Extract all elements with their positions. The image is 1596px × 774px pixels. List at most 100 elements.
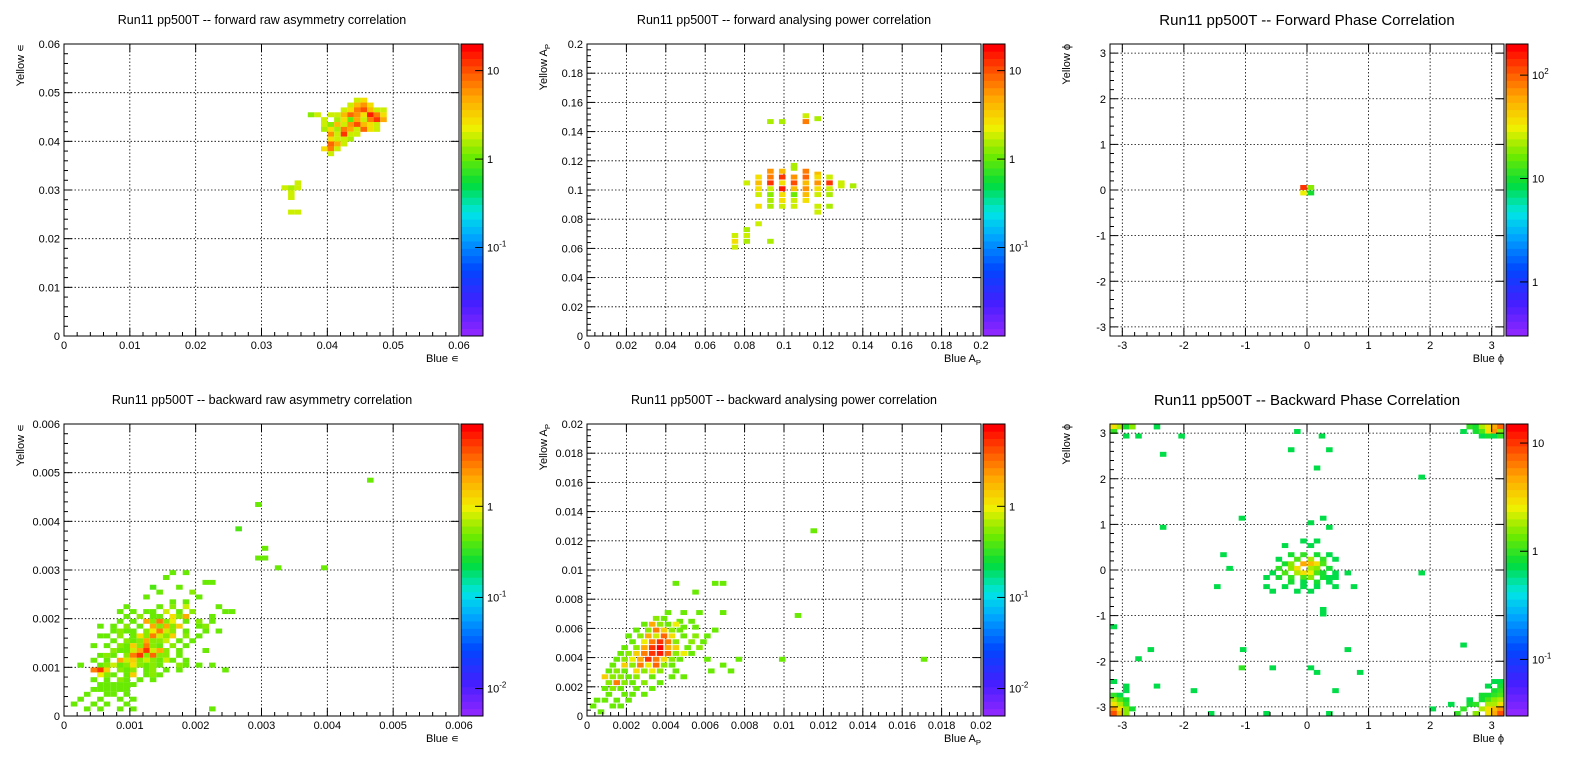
heatmap-cell: [130, 682, 137, 688]
colorbar-band: [983, 518, 1005, 527]
x-tick-label: 0.04: [317, 340, 338, 352]
heatmap-cell: [209, 706, 216, 712]
chart-panel: 0 0.02 0.04 0.06 0.08 0.1 0.12 0.14 0.16 0.18 0.2 0…: [538, 13, 1029, 367]
heatmap-cell: [672, 645, 680, 651]
colorbar-band: [983, 190, 1005, 198]
colorbar-tick-label: 10-2: [487, 681, 507, 696]
heatmap-cell: [360, 117, 368, 123]
heatmap-cell: [1281, 561, 1289, 567]
heatmap-cell: [1447, 701, 1455, 707]
heatmap-cell: [320, 146, 328, 152]
colorbar-band: [1506, 263, 1528, 271]
heatmap-cell: [130, 628, 137, 634]
heatmap-cell: [320, 122, 328, 127]
heatmap-cell: [367, 102, 374, 108]
heatmap-cell: [123, 691, 131, 697]
colorbar-band: [983, 621, 1005, 629]
heatmap-cell: [1307, 565, 1315, 571]
y-tick-label: 0.005: [32, 468, 60, 480]
heatmap-cell: [802, 180, 810, 186]
colorbar-band: [983, 628, 1005, 637]
colorbar-band: [983, 299, 1005, 308]
heatmap-cell: [143, 672, 150, 678]
heatmap-cell: [380, 117, 387, 123]
y-tick-label: 0.02: [562, 419, 583, 431]
y-tick-label: 0.12: [562, 156, 583, 168]
colorbar-band: [461, 109, 483, 118]
heatmap-cell: [1484, 683, 1492, 689]
colorbar-band: [461, 284, 483, 293]
heatmap-cell: [648, 650, 656, 656]
heatmap-cell: [347, 136, 354, 142]
heatmap-cell: [778, 119, 786, 125]
heatmap-cell: [123, 672, 131, 678]
heatmap-cell: [97, 662, 104, 668]
heatmap-cell: [621, 668, 628, 674]
x-tick-label: 2: [1427, 720, 1433, 732]
y-axis-label: Yellow ∊: [15, 44, 27, 86]
colorbar-band: [1506, 475, 1528, 483]
heatmap-cell: [1491, 679, 1498, 684]
heatmap-cell: [814, 192, 821, 198]
heatmap-cell: [103, 657, 111, 663]
colorbar-band: [1506, 686, 1528, 695]
chart-panel: 0 0.001 0.002 0.003 0.004 0.005 0.006 0 0.001 0.0…: [15, 393, 507, 745]
colorbar-tick-label: 10: [1009, 66, 1021, 78]
heatmap-cell: [103, 682, 111, 688]
y-axis-label: Yellow ϕ: [1061, 424, 1073, 465]
colorbar-band: [983, 570, 1005, 578]
colorbar-band: [983, 599, 1005, 607]
heatmap-cell: [1300, 184, 1307, 190]
heatmap-cell: [143, 648, 150, 653]
heatmap-cell: [202, 623, 210, 629]
heatmap-cell: [696, 645, 703, 651]
heatmap-cell: [767, 119, 774, 125]
colorbar-band: [1506, 197, 1528, 205]
heatmap-cell: [97, 633, 104, 639]
heatmap-cell: [668, 633, 676, 639]
heatmap-cell: [294, 180, 302, 186]
heatmap-cell: [1326, 579, 1333, 585]
heatmap-cell: [1190, 688, 1198, 694]
heatmap-cell: [110, 623, 117, 629]
colorbar-frame: [1505, 43, 1529, 337]
colorbar-band: [461, 51, 483, 59]
colorbar-band: [983, 248, 1005, 257]
colorbar-band: [983, 109, 1005, 118]
heatmap-cell: [814, 203, 821, 209]
x-tick-label: 0.02: [970, 720, 991, 732]
heatmap-cell: [641, 639, 648, 645]
heatmap-cell: [755, 180, 762, 186]
heatmap-cell: [648, 639, 656, 645]
colorbar-band: [983, 701, 1005, 710]
colorbar-band: [983, 664, 1005, 673]
heatmap-cell: [711, 627, 719, 633]
x-tick-label: 0.04: [655, 340, 676, 352]
heatmap-cell: [169, 618, 177, 624]
colorbar-band: [461, 87, 483, 96]
heatmap-cell: [353, 112, 361, 118]
heatmap-cell: [327, 141, 335, 147]
heatmap-cell: [601, 697, 609, 703]
heatmap-cell: [288, 209, 295, 215]
colorbar-band: [983, 679, 1005, 688]
heatmap-cell: [660, 656, 668, 662]
heatmap-cell: [380, 107, 387, 113]
heatmap-cell: [143, 652, 150, 658]
colorbar-band: [461, 708, 483, 717]
heatmap-cell: [1466, 424, 1474, 430]
colorbar-band: [983, 453, 1005, 461]
heatmap-cell: [149, 628, 157, 634]
colorbar-band: [461, 270, 483, 278]
colorbar-band: [461, 613, 483, 622]
heatmap-cell: [1275, 575, 1283, 580]
heatmap-cell: [360, 97, 368, 103]
heatmap-cell: [621, 691, 628, 697]
heatmap-cell: [149, 613, 157, 619]
heatmap-cell: [1110, 697, 1118, 703]
y-tick-label: 0.001: [32, 662, 60, 674]
colorbar-band: [1506, 182, 1528, 191]
colorbar-band: [461, 533, 483, 542]
heatmap-cell: [1110, 706, 1118, 712]
heatmap-cell: [696, 610, 703, 616]
